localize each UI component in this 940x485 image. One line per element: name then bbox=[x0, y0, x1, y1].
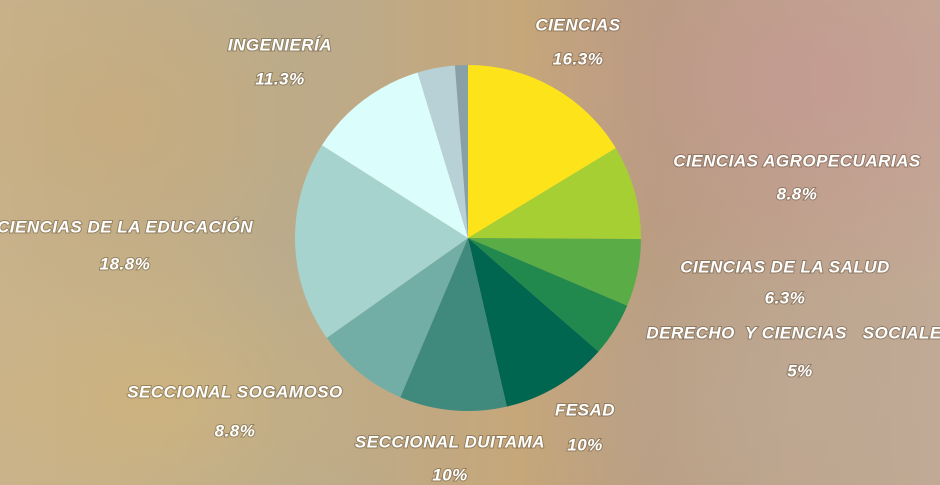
slice-value-label: 8.8% bbox=[777, 184, 818, 203]
slice-label: DERECHO Y CIENCIAS SOCIALES bbox=[646, 323, 940, 342]
slice-value-label: 10% bbox=[567, 435, 603, 454]
slice-value-label: 6.3% bbox=[765, 288, 806, 307]
slice-value-label: 8.8% bbox=[215, 421, 256, 440]
chart: CIENCIAS 16.3% CIENCIAS AGROPECUARIAS 8.8% C… bbox=[0, 0, 940, 485]
slice-label: CIENCIAS AGROPECUARIAS bbox=[673, 151, 921, 170]
slice-label: INGENIERÍA bbox=[228, 35, 332, 54]
slice-label: SECCIONAL SOGAMOSO bbox=[127, 382, 343, 401]
page: {"chart_data": {"type": "pie", "categori… bbox=[0, 0, 940, 485]
slice-label: CIENCIAS DE LA EDUCACIÓN bbox=[0, 217, 253, 236]
slice-value-label: 18.8% bbox=[100, 254, 151, 273]
slice-label: CIENCIAS bbox=[535, 15, 620, 34]
slice-value-label: 16.3% bbox=[553, 49, 604, 68]
slice-value-label: 11.3% bbox=[255, 69, 304, 88]
slice-label: SECCIONAL DUITAMA bbox=[355, 432, 545, 451]
slice-label: CIENCIAS DE LA SALUD bbox=[680, 257, 890, 276]
slice-label: FESAD bbox=[555, 400, 615, 419]
slice-value-label: 10% bbox=[432, 465, 468, 484]
slice-value-label: 5% bbox=[787, 361, 813, 380]
